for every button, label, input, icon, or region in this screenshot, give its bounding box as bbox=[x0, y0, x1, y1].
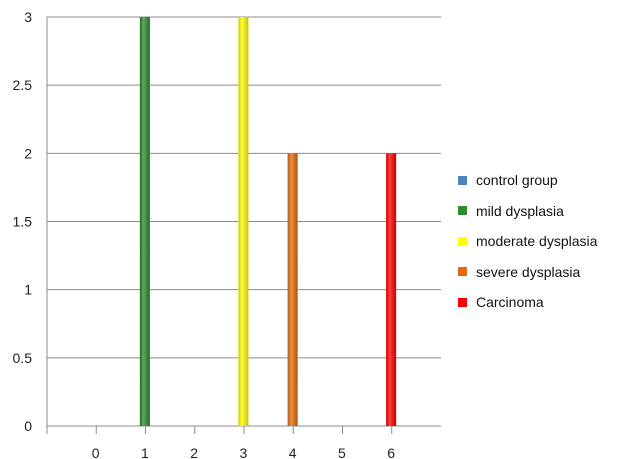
legend-swatch bbox=[458, 297, 467, 307]
legend-item: Carcinoma bbox=[458, 287, 597, 318]
legend-label: moderate dysplasia bbox=[476, 233, 598, 250]
x-tick-label: 0 bbox=[92, 445, 100, 459]
y-tick-label: 0.5 bbox=[13, 350, 33, 366]
bar-moderate-dysplasia bbox=[238, 17, 249, 426]
legend-item: control group bbox=[458, 165, 597, 196]
bars bbox=[139, 17, 397, 427]
bar-shade bbox=[238, 17, 249, 426]
y-tick-label: 2 bbox=[24, 145, 32, 161]
x-tick-labels: 0 1 2 3 4 5 6 bbox=[92, 445, 396, 459]
legend-label: mild dysplasia bbox=[476, 202, 564, 219]
legend-label: severe dysplasia bbox=[476, 263, 581, 280]
y-tick-label: 2.5 bbox=[13, 77, 33, 93]
legend-item: moderate dysplasia bbox=[458, 226, 597, 257]
x-tick-label: 5 bbox=[338, 445, 346, 459]
bar-severe-dysplasia bbox=[287, 153, 298, 427]
legend-item: severe dysplasia bbox=[458, 257, 597, 288]
legend-item: mild dysplasia bbox=[458, 196, 597, 227]
legend-swatch bbox=[458, 175, 467, 185]
legend: control group mild dysplasia moderate dysp… bbox=[458, 165, 597, 318]
legend-label: Carcinoma bbox=[476, 294, 544, 311]
x-tick-label: 1 bbox=[141, 445, 149, 459]
y-tick-label: 1.5 bbox=[13, 214, 33, 230]
legend-label: control group bbox=[476, 172, 558, 189]
y-tick-labels: 0 0.5 1 1.5 2 2.5 3 bbox=[13, 9, 33, 434]
bar-carcinoma bbox=[386, 153, 397, 427]
y-tick-label: 0 bbox=[24, 418, 32, 434]
y-tick-label: 3 bbox=[24, 9, 32, 25]
legend-swatch bbox=[458, 267, 467, 277]
x-tick-label: 3 bbox=[239, 445, 247, 459]
x-tick-label: 6 bbox=[387, 445, 395, 459]
bar-mild-dysplasia bbox=[139, 17, 150, 426]
bar-shade bbox=[386, 153, 397, 427]
legend-swatch bbox=[458, 236, 467, 246]
bar-shade bbox=[287, 153, 298, 427]
legend-swatch bbox=[458, 206, 467, 216]
y-tick-label: 1 bbox=[24, 282, 32, 298]
x-tick-label: 4 bbox=[289, 445, 297, 459]
x-tick-label: 2 bbox=[190, 445, 198, 459]
bar-shade bbox=[139, 17, 150, 426]
